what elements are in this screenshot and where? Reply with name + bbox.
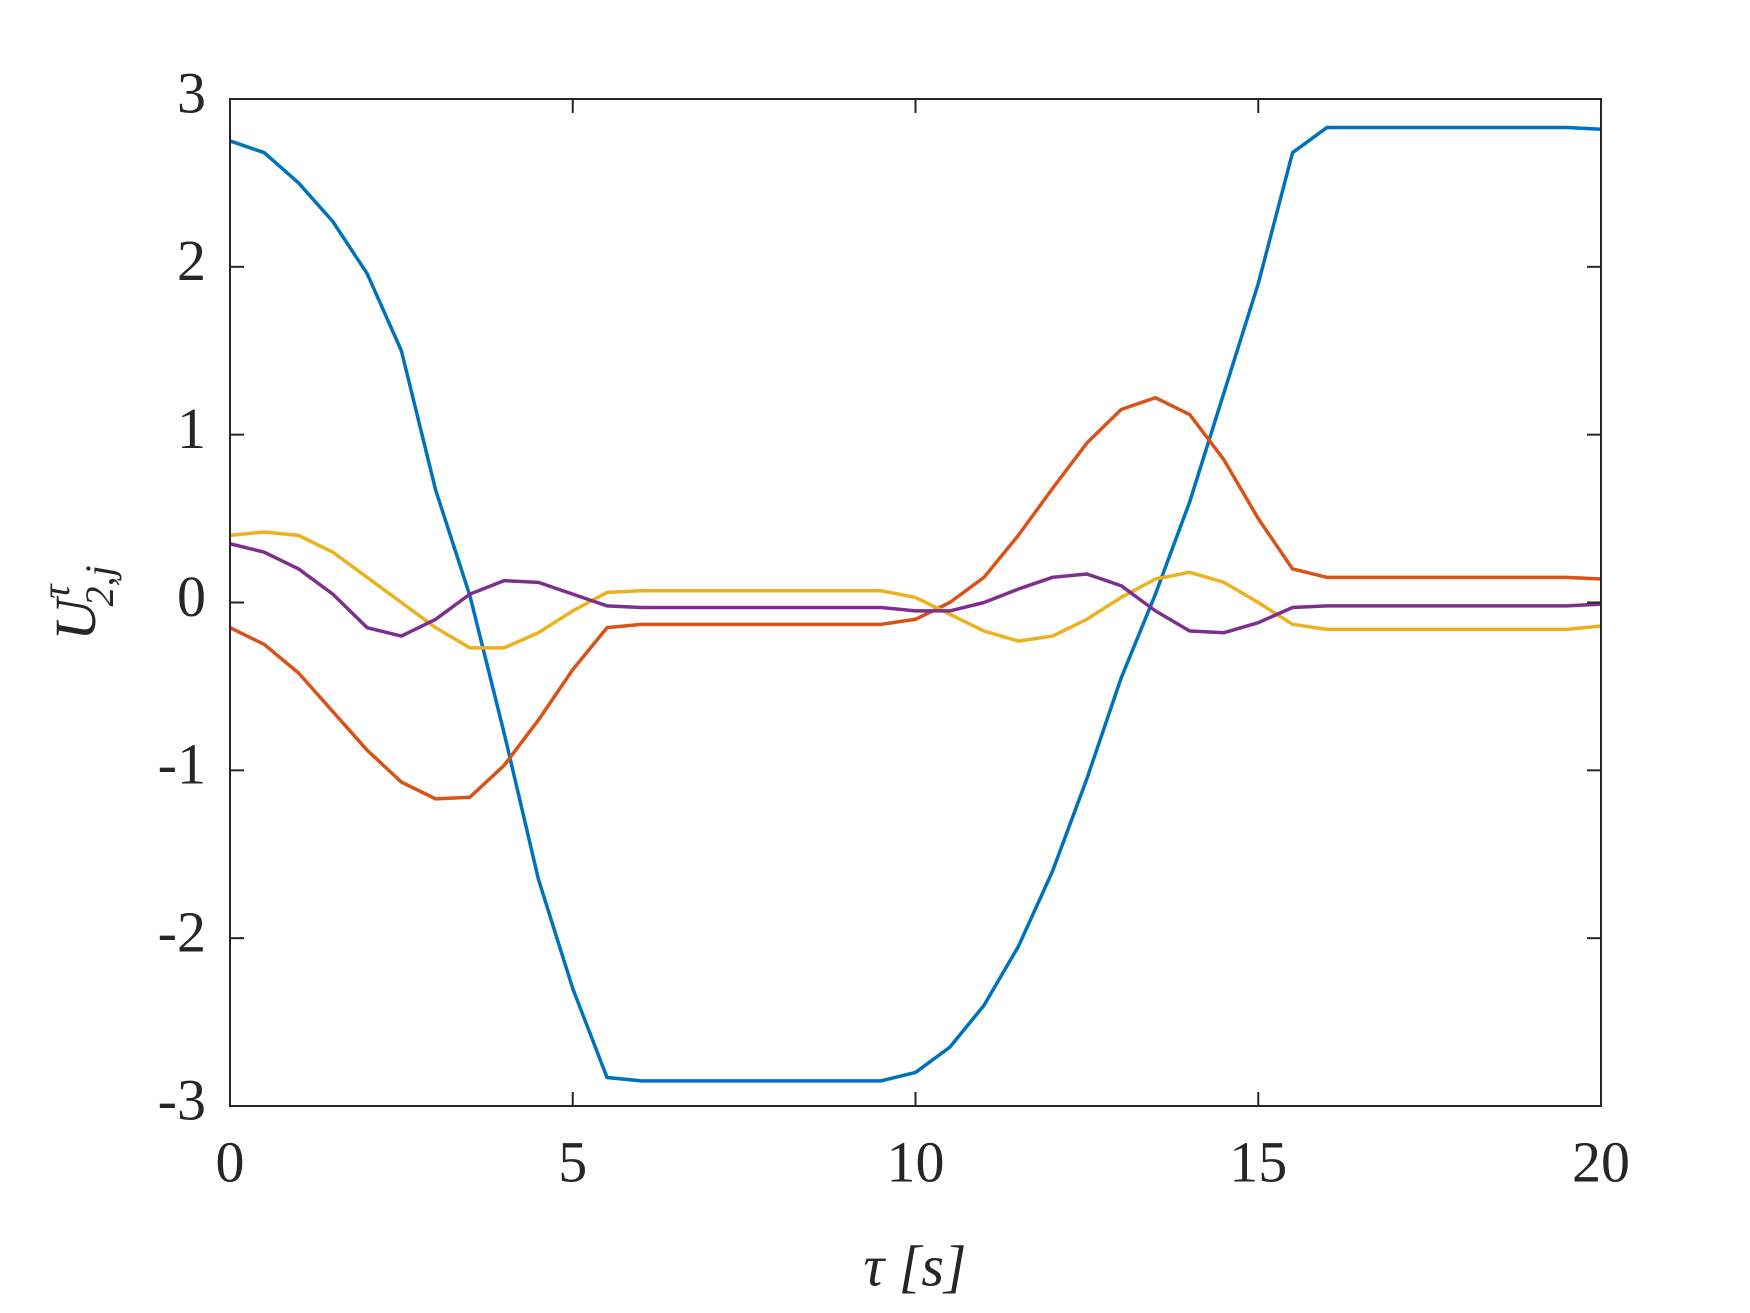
y-label-base: U [43, 595, 108, 641]
series-line [229, 530, 1602, 650]
x-tick-label: 5 [558, 1129, 587, 1194]
y-tick-label: -3 [158, 1067, 206, 1132]
y-label-sub: 2,j [77, 565, 122, 606]
x-tick-label: 20 [1572, 1129, 1630, 1194]
y-tick-label: -1 [158, 732, 206, 797]
series-line [229, 125, 1602, 1083]
x-tick-label: 0 [216, 1129, 245, 1194]
x-tick-label: 15 [1229, 1129, 1287, 1194]
series-line [229, 395, 1602, 801]
y-tick-label: 0 [177, 564, 206, 629]
y-tick-label: 1 [177, 396, 206, 461]
x-axis-label: τ [s] [864, 1233, 967, 1298]
y-label-sup: τ [33, 583, 78, 599]
y-axis-label: Uτ2,j [33, 565, 122, 640]
y-tick-label: 2 [177, 228, 206, 293]
series-line [229, 542, 1602, 638]
x-tick-label: 10 [887, 1129, 945, 1194]
y-tick-label: 3 [177, 60, 206, 125]
y-tick-label: -2 [158, 899, 206, 964]
